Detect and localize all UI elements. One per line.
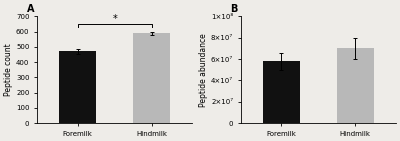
Bar: [133, 33, 170, 123]
Text: A: A: [26, 4, 34, 14]
Bar: [59, 51, 96, 123]
Text: *: *: [112, 14, 117, 24]
Y-axis label: Peptide count: Peptide count: [4, 43, 13, 96]
Y-axis label: Peptide abundance: Peptide abundance: [199, 33, 208, 107]
Text: B: B: [230, 4, 238, 14]
Bar: [263, 61, 300, 123]
Bar: [337, 48, 374, 123]
